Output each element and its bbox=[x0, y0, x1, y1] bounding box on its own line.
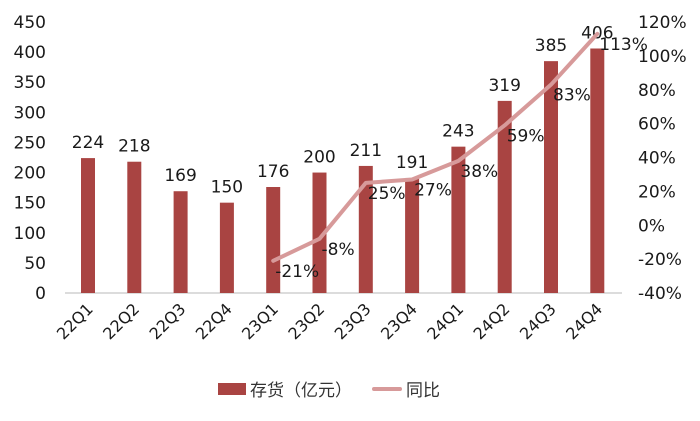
bar bbox=[451, 146, 466, 293]
bar-value-label: 169 bbox=[164, 166, 196, 186]
y-tick-label: 300 bbox=[14, 103, 46, 123]
bar bbox=[590, 48, 605, 294]
x-tick-label: 23Q2 bbox=[284, 299, 328, 343]
x-axis-labels: 22Q1 22Q2 22Q3 22Q4 23Q1 23Q2 23Q3 23Q4 24Q1 24Q2… bbox=[53, 299, 606, 343]
bar bbox=[544, 61, 558, 294]
bar-value-label: 200 bbox=[303, 148, 335, 168]
bar bbox=[266, 187, 281, 293]
x-tick-label: 23Q1 bbox=[238, 299, 282, 343]
legend-item-inventory: 存货（亿元） bbox=[218, 376, 352, 401]
combo-chart: 0 50 100 150 200 250 300 350 400 450 -40% -20% 0% 20… bbox=[14, 13, 687, 343]
line-value-label: -21% bbox=[275, 262, 319, 282]
y-tick-label: 400 bbox=[14, 43, 46, 63]
x-tick-label: 24Q1 bbox=[423, 299, 467, 343]
bar bbox=[173, 191, 188, 293]
left-y-axis: 0 50 100 150 200 250 300 350 400 450 bbox=[14, 13, 46, 304]
y2-tick-label: 60% bbox=[638, 115, 676, 135]
right-y-axis: -40% -20% 0% 20% 40% 60% 80% 100% 120% bbox=[638, 13, 687, 304]
bar-value-label: 218 bbox=[118, 137, 150, 157]
bar-swatch-icon bbox=[218, 382, 246, 395]
bar-value-label: 319 bbox=[488, 76, 520, 96]
x-tick-label: 22Q2 bbox=[99, 299, 143, 343]
bar bbox=[127, 161, 142, 293]
bar-value-label: 191 bbox=[396, 153, 428, 173]
line-data-labels: -21%-8% 25% 27% 38% 59% 83% 113% bbox=[275, 35, 648, 282]
line-value-label: 25% bbox=[368, 184, 406, 204]
bar bbox=[312, 172, 327, 293]
y-tick-label: 350 bbox=[14, 73, 46, 93]
bar bbox=[81, 158, 95, 293]
bar bbox=[497, 100, 512, 293]
y-tick-label: 200 bbox=[14, 164, 46, 184]
x-tick-label: 24Q3 bbox=[516, 299, 560, 343]
bar-value-label: 211 bbox=[350, 141, 382, 161]
x-tick-label: 24Q2 bbox=[470, 299, 514, 343]
legend: 存货（亿元） 同比 bbox=[218, 376, 460, 401]
y-tick-label: 50 bbox=[24, 254, 46, 274]
bar-value-label: 150 bbox=[211, 178, 243, 198]
y2-tick-label: 0% bbox=[638, 216, 665, 236]
bar-series-inventory bbox=[81, 48, 605, 294]
bar-value-label: 243 bbox=[442, 122, 474, 142]
bar-value-label: 385 bbox=[535, 36, 567, 56]
x-tick-label: 22Q1 bbox=[53, 299, 97, 343]
y-tick-label: 250 bbox=[14, 133, 46, 153]
line-series-yoy bbox=[271, 31, 600, 263]
bar bbox=[405, 177, 420, 293]
legend-item-yoy: 同比 bbox=[372, 376, 440, 401]
y-tick-label: 0 bbox=[35, 284, 46, 304]
legend-label-inventory: 存货（亿元） bbox=[250, 381, 352, 401]
y-tick-label: 450 bbox=[14, 13, 46, 33]
y2-tick-label: 120% bbox=[638, 13, 687, 33]
line-value-label: 113% bbox=[599, 35, 648, 55]
bar bbox=[358, 165, 373, 293]
y2-tick-label: 80% bbox=[638, 81, 676, 101]
y2-tick-label: 20% bbox=[638, 182, 676, 202]
y-tick-label: 100 bbox=[14, 224, 46, 244]
line-swatch-icon bbox=[372, 386, 402, 391]
x-tick-label: 23Q3 bbox=[331, 299, 375, 343]
y-tick-label: 150 bbox=[14, 194, 46, 214]
bar bbox=[219, 202, 234, 293]
y2-tick-label: 100% bbox=[638, 47, 687, 67]
legend-label-yoy: 同比 bbox=[406, 381, 440, 401]
x-tick-label: 23Q4 bbox=[377, 299, 421, 343]
x-tick-label: 22Q3 bbox=[145, 299, 189, 343]
y2-tick-label: -40% bbox=[638, 284, 682, 304]
line-value-label: -8% bbox=[322, 240, 355, 260]
y2-tick-label: 40% bbox=[638, 149, 676, 169]
x-tick-label: 22Q4 bbox=[192, 299, 236, 343]
bar-value-label: 176 bbox=[257, 162, 289, 182]
bar-value-label: 224 bbox=[72, 133, 104, 153]
line-value-label: 38% bbox=[460, 162, 498, 182]
line-value-label: 83% bbox=[553, 86, 591, 106]
line-value-label: 27% bbox=[414, 181, 452, 201]
line-value-label: 59% bbox=[507, 126, 545, 146]
y2-tick-label: -20% bbox=[638, 250, 682, 270]
x-tick-label: 24Q4 bbox=[562, 299, 606, 343]
